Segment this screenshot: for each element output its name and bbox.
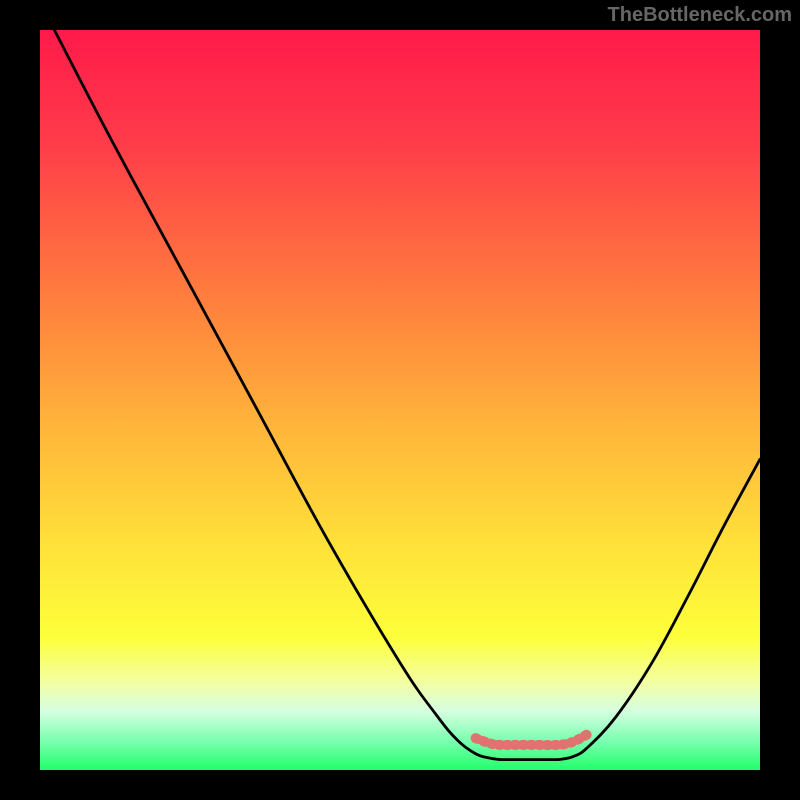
chart-svg [40, 30, 760, 770]
chart-container: TheBottleneck.com [0, 0, 800, 800]
chart-area [40, 30, 760, 770]
watermark-text: TheBottleneck.com [608, 4, 792, 27]
gradient-background [40, 30, 760, 770]
